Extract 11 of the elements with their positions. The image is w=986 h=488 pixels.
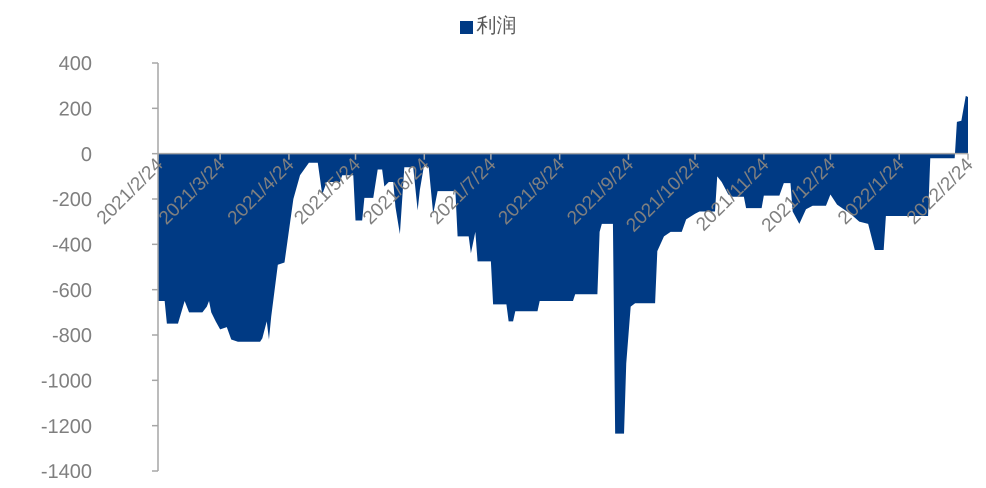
legend-label: 利润 bbox=[476, 15, 516, 37]
y-tick-label: 400 bbox=[58, 53, 92, 76]
y-tick-label: -400 bbox=[52, 234, 92, 256]
y-tick-label: 200 bbox=[58, 98, 92, 120]
y-tick-label: -200 bbox=[52, 189, 92, 212]
y-tick-label: -1200 bbox=[40, 416, 92, 438]
y-tick-label: 0 bbox=[80, 144, 92, 166]
y-tick-label: -600 bbox=[52, 280, 92, 302]
y-tick-label: -800 bbox=[52, 325, 92, 348]
y-tick-label: -1000 bbox=[40, 370, 92, 392]
y-tick-label: -1400 bbox=[40, 461, 92, 484]
